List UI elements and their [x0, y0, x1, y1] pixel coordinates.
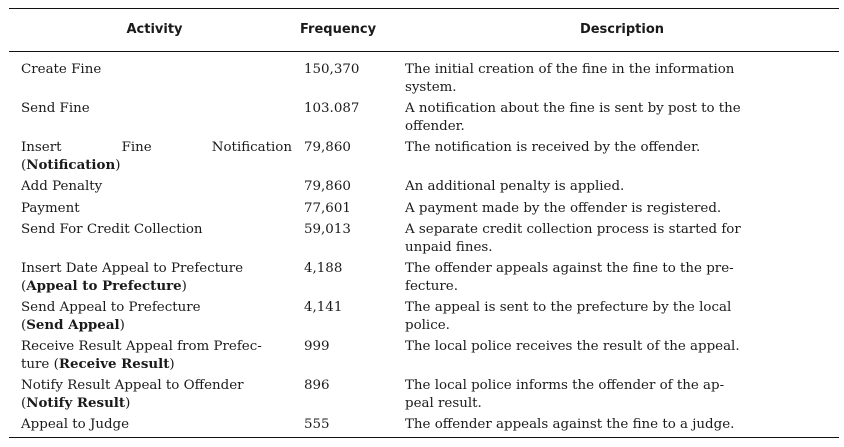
table-row: Send For Credit Collection 59,013 A sepa…	[9, 221, 839, 260]
activity-cell: Send Appeal to Prefecture (Send Appeal)	[21, 300, 201, 333]
activity-name: Appeal to Judge	[21, 417, 130, 432]
table-row: Appeal to Judge 555 The offender appeals…	[9, 416, 839, 437]
activity-name: Send Fine	[21, 101, 90, 116]
header-activity: Activity	[126, 22, 183, 38]
description-cell: An additional penalty is applied.	[405, 179, 625, 194]
activity-table: Activity Frequency Description Create Fi…	[9, 8, 839, 438]
table-header-row: Activity Frequency Description	[9, 8, 839, 52]
frequency-cell: 77,601	[304, 200, 351, 216]
activity-name: Send Appeal to Prefecture	[21, 300, 201, 315]
description-cell: A notification about the fine is sent by…	[405, 101, 741, 134]
frequency-cell: 555	[304, 417, 330, 432]
table-row: Notify Result Appeal to Offender (Notify …	[9, 377, 839, 416]
description-cell: The notification is received by the offe…	[405, 140, 701, 155]
activity-cell: Create Fine	[9, 52, 300, 101]
frequency-cell: 999	[304, 339, 330, 354]
activity-alias: Receive Result	[58, 355, 170, 372]
description-cell: The local police informs the offender of…	[405, 378, 725, 411]
description-cell: A payment made by the offender is regist…	[405, 200, 722, 216]
table-row: Payment 77,601 A payment made by the off…	[9, 200, 839, 222]
description-cell: The appeal is sent to the prefecture by …	[405, 300, 732, 333]
activity-cell: Appeal to Judge	[9, 416, 300, 437]
description-cell: The offender appeals against the fine to…	[405, 417, 735, 432]
description-cell: A separate credit collection process is …	[405, 222, 741, 255]
description-cell: The initial creation of the fine in the …	[405, 62, 735, 95]
activity-name: Notify Result Appeal to Offender	[21, 378, 244, 393]
table-row: Create Fine 150,370 The initial creation…	[9, 52, 839, 101]
activity-cell: Insert Date Appeal to Prefecture (Appeal …	[21, 261, 244, 294]
table-row: Insert Date Appeal to Prefecture (Appeal …	[9, 260, 839, 299]
frequency-cell: 103.087	[304, 101, 360, 116]
table-row: Insert Fine Notification (Notification) 79…	[9, 139, 839, 178]
header-frequency: Frequency	[300, 22, 377, 38]
activity-cell: Insert Fine Notification (Notification)	[21, 140, 292, 173]
frequency-cell: 79,860	[304, 140, 351, 155]
frequency-cell: 4,188	[304, 261, 343, 276]
activity-cell: Receive Result Appeal from Prefec-ture (…	[21, 339, 262, 372]
activity-cell: Add Penalty	[9, 178, 300, 200]
description-cell: The offender appeals against the fine to…	[405, 261, 734, 294]
activity-alias: Send Appeal	[26, 316, 120, 333]
activity-name: Send For Credit Collection	[21, 222, 203, 237]
frequency-cell: 150,370	[304, 62, 360, 77]
table-row: Add Penalty 79,860 An additional penalty…	[9, 178, 839, 200]
activity-table-container: Activity Frequency Description Create Fi…	[9, 8, 839, 438]
activity-cell: Send For Credit Collection	[9, 221, 300, 260]
activity-cell: Send Fine	[9, 100, 300, 139]
frequency-cell: 59,013	[304, 222, 351, 237]
description-cell: The local police receives the result of …	[405, 339, 740, 354]
table-row: Send Fine 103.087 A notification about t…	[9, 100, 839, 139]
activity-name: Payment	[21, 200, 80, 216]
activity-name: Insert Date Appeal to Prefecture	[21, 261, 244, 276]
table-row: Send Appeal to Prefecture (Send Appeal) 4…	[9, 299, 839, 338]
frequency-cell: 4,141	[304, 300, 343, 315]
frequency-cell: 79,860	[304, 179, 351, 194]
activity-cell: Payment	[9, 200, 300, 222]
activity-alias: Notification	[26, 156, 116, 173]
table-row: Receive Result Appeal from Prefec-ture (…	[9, 338, 839, 377]
activity-alias: Appeal to Prefecture	[26, 277, 182, 294]
activity-name: Create Fine	[21, 62, 102, 77]
activity-name: Add Penalty	[21, 179, 103, 194]
activity-alias: Notify Result	[26, 394, 126, 411]
activity-name-justified: Insert Fine Notification	[21, 140, 292, 155]
header-description: Description	[579, 22, 665, 38]
frequency-cell: 896	[304, 378, 330, 393]
activity-cell: Notify Result Appeal to Offender (Notify …	[21, 378, 244, 411]
